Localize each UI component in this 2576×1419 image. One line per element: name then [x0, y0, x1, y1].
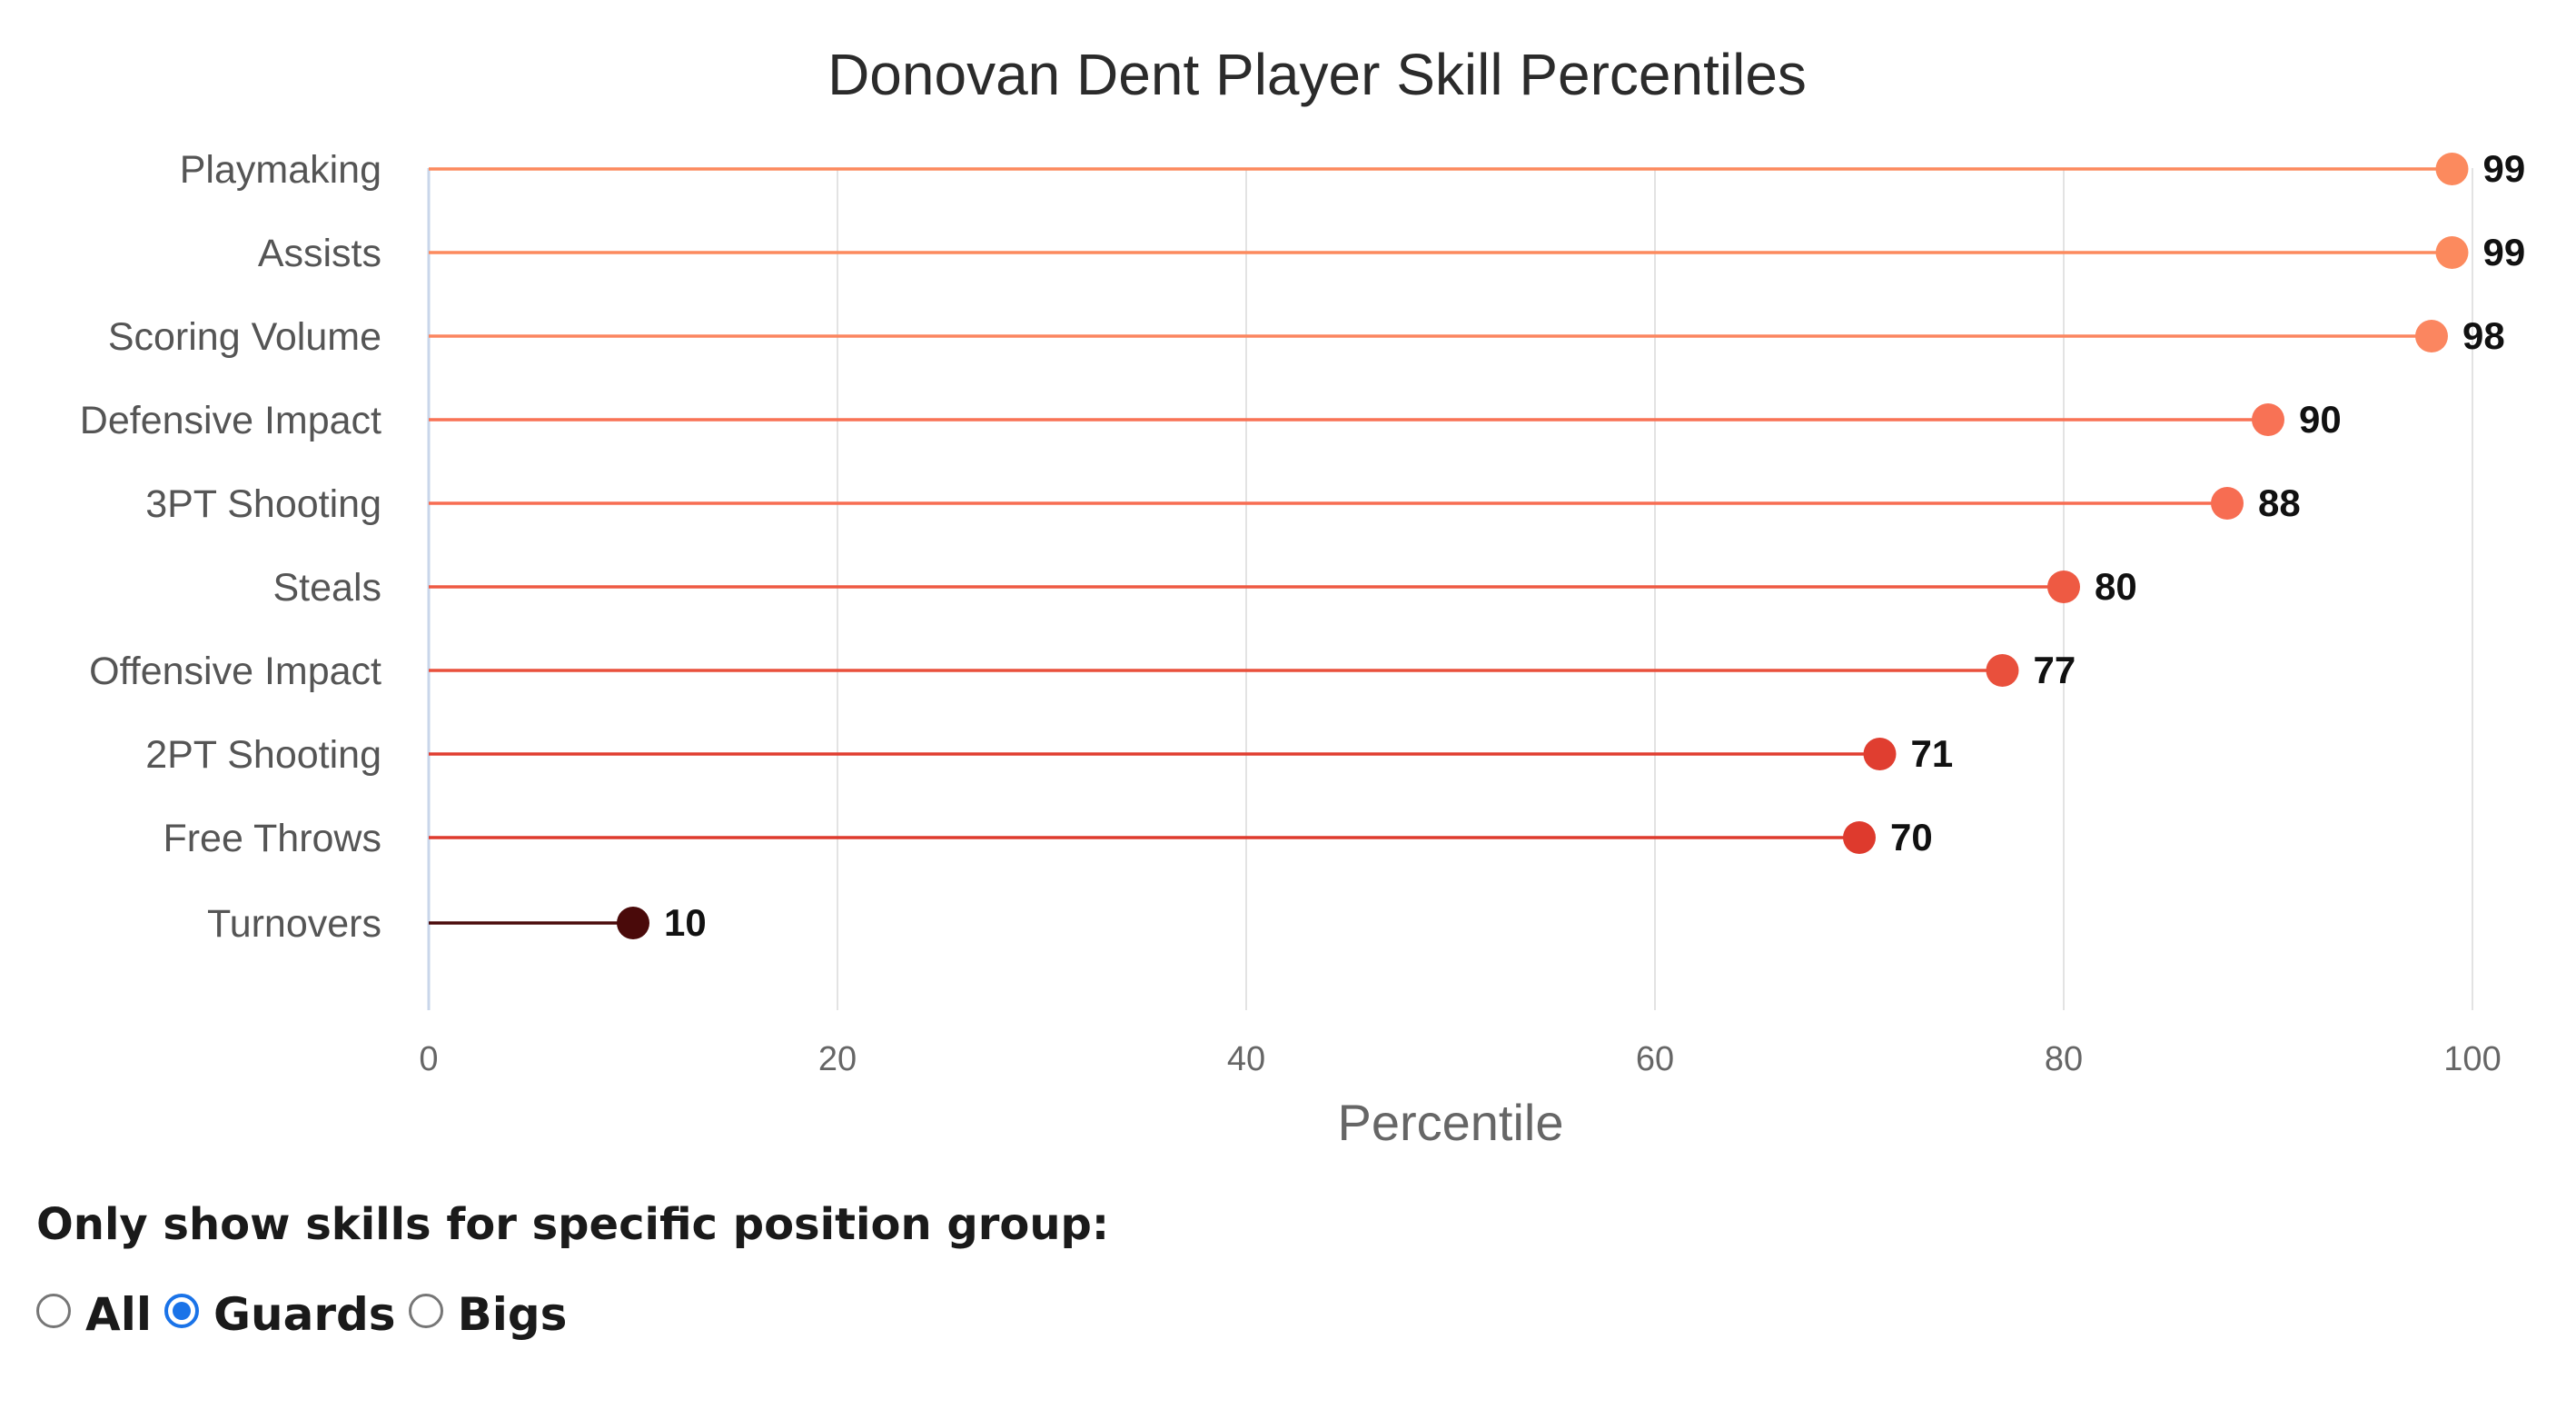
option-bigs-label: Bigs	[457, 1288, 568, 1341]
value-label: 90	[2299, 398, 2342, 441]
lollipop-dot	[2211, 487, 2244, 520]
option-all[interactable]: All	[36, 1288, 152, 1341]
value-label: 80	[2095, 565, 2137, 608]
value-label: 10	[664, 901, 707, 944]
lollipop-row: Offensive Impact 77	[89, 649, 2076, 693]
category-label: 3PT Shooting	[145, 482, 381, 526]
category-label: Turnovers	[207, 902, 381, 946]
lollipop-row: Playmaking 99	[180, 147, 2525, 192]
lollipop-row: 2PT Shooting 71	[145, 732, 1953, 777]
lollipop-dot	[1863, 738, 1897, 770]
lollipop-dot	[2435, 153, 2469, 185]
x-tick-label: 60	[1636, 1040, 1674, 1078]
radio-all[interactable]	[36, 1294, 71, 1328]
value-label: 99	[2483, 147, 2526, 190]
lollipops: Playmaking 99 Assists 99 Scoring Volume 98 Def…	[80, 147, 2525, 946]
category-label: Steals	[272, 566, 381, 610]
option-guards-label: Guards	[213, 1288, 396, 1341]
lollipop-row: Turnovers 10	[207, 901, 707, 946]
option-bigs[interactable]: Bigs	[408, 1288, 568, 1341]
lollipop-row: Assists 99	[258, 231, 2525, 275]
lollipop-row: Scoring Volume 98	[108, 314, 2505, 359]
x-axis-ticks: 0 20 40 60 80 100	[419, 1040, 2501, 1078]
radio-bigs[interactable]	[408, 1294, 443, 1328]
value-label: 70	[1890, 816, 1933, 858]
lollipop-dot	[1986, 654, 2019, 687]
lollipop-dot	[2415, 320, 2448, 352]
x-tick-label: 20	[818, 1040, 857, 1078]
lollipop-row: Defensive Impact 90	[80, 398, 2342, 442]
lollipop-row: Steals 80	[272, 565, 2136, 610]
category-label: Assists	[258, 232, 381, 275]
lollipop-dot	[2435, 236, 2469, 269]
filter-options: All Guards Bigs	[36, 1288, 1109, 1341]
lollipop-dot	[2252, 403, 2284, 436]
value-label: 88	[2258, 481, 2301, 524]
lollipop-row: Free Throws 70	[163, 816, 1932, 860]
value-label: 77	[2034, 649, 2076, 691]
lollipop-dot	[2047, 571, 2080, 603]
category-label: Free Throws	[163, 817, 381, 860]
category-label: Offensive Impact	[89, 650, 381, 693]
x-tick-label: 100	[2443, 1040, 2501, 1078]
grid	[427, 168, 2473, 1010]
lollipop-dot	[617, 907, 649, 939]
category-label: Defensive Impact	[80, 399, 381, 442]
radio-guards[interactable]	[163, 1294, 199, 1328]
category-label: Playmaking	[180, 148, 381, 192]
value-label: 71	[1911, 732, 1954, 775]
option-all-label: All	[85, 1288, 152, 1341]
filter-prompt: Only show skills for specific position g…	[36, 1199, 1110, 1250]
position-filter: Only show skills for specific position g…	[36, 1199, 1109, 1341]
category-label: 2PT Shooting	[145, 733, 381, 777]
category-label: Scoring Volume	[108, 315, 381, 359]
chart-title: Donovan Dent Player Skill Percentiles	[827, 42, 1807, 107]
x-axis-label: Percentile	[1337, 1094, 1563, 1151]
percentile-chart: Donovan Dent Player Skill Percentiles 0 2…	[80, 42, 2525, 1151]
option-guards[interactable]: Guards	[163, 1288, 396, 1341]
value-label: 98	[2462, 314, 2505, 357]
lollipop-dot	[1843, 821, 1876, 854]
x-tick-label: 40	[1227, 1040, 1265, 1078]
lollipop-row: 3PT Shooting 88	[145, 481, 2301, 526]
value-label: 99	[2483, 231, 2526, 273]
x-tick-label: 80	[2045, 1040, 2083, 1078]
x-tick-label: 0	[419, 1040, 438, 1078]
